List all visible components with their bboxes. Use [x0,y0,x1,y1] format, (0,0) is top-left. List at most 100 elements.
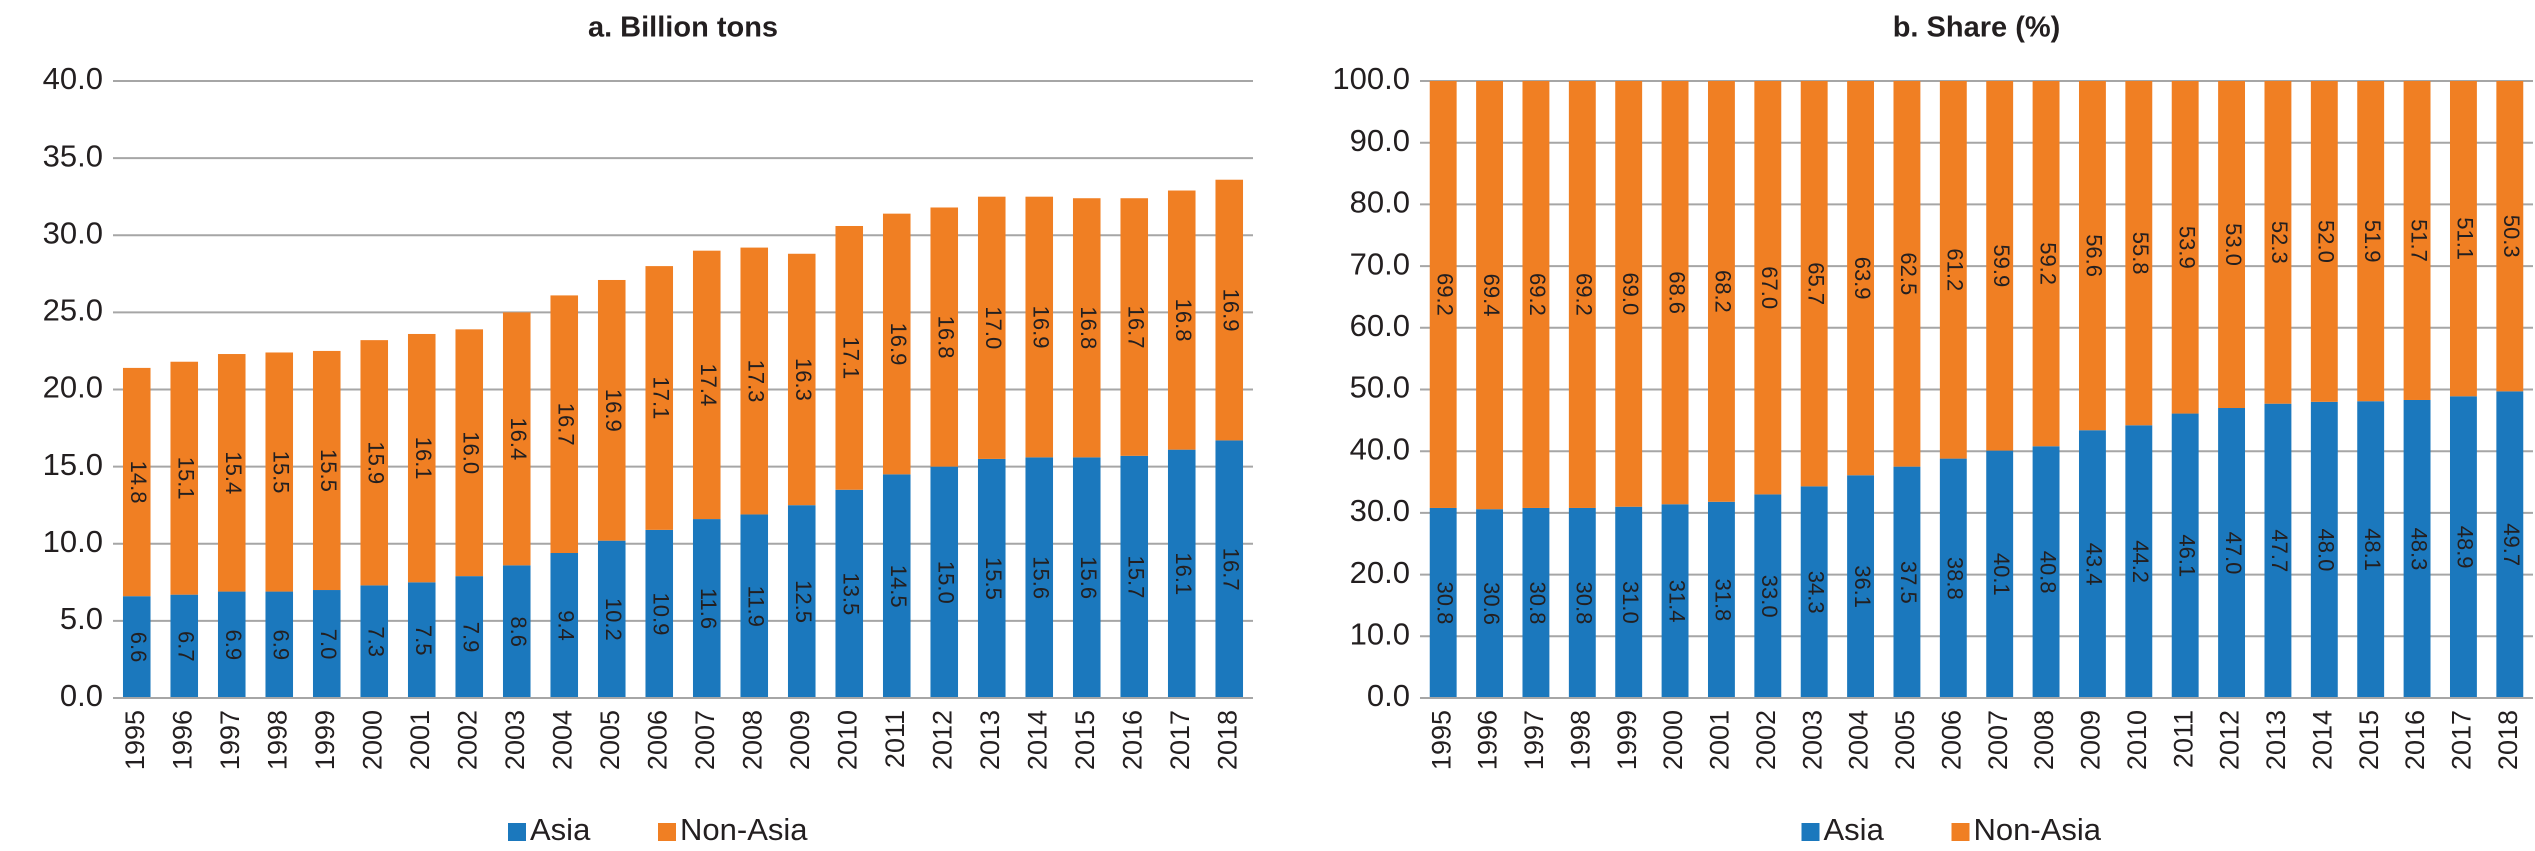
data-label: 13.5 [838,572,863,615]
x-tick-label: 2004 [547,710,577,770]
data-label: 15.5 [268,451,293,494]
x-tick-label: 2016 [1117,710,1147,770]
data-label: 15.6 [1076,556,1101,599]
x-tick-label: 2017 [1165,710,1195,770]
bar-segment [502,312,531,566]
data-label: 40.8 [2035,551,2060,594]
legend-swatch [508,823,526,841]
data-label: 16.3 [791,358,816,401]
x-tick-label: 1997 [215,710,245,770]
data-label: 30.8 [1572,582,1597,625]
data-label: 10.9 [648,593,673,636]
bar-segment [455,329,484,577]
data-label: 6.7 [173,631,198,662]
bar-segment [835,489,864,698]
x-tick-label: 2014 [2307,710,2337,770]
bar-segment [2032,446,2060,698]
data-label: 53.0 [2221,223,2246,266]
data-label: 40.1 [1989,553,2014,596]
data-label: 12.5 [791,580,816,623]
x-tick-label: 1995 [120,710,150,770]
bar-segment [1429,507,1457,698]
bar-segment [2264,403,2292,698]
bar-segment [2171,413,2199,698]
data-label: 16.9 [601,389,626,432]
data-label: 9.4 [553,610,578,641]
data-label: 8.6 [506,616,531,647]
x-tick-label: 2001 [405,710,435,770]
y-tick-label: 80.0 [1350,185,1410,220]
x-tick-label: 2015 [1070,710,1100,770]
bar-segment [1800,486,1828,698]
data-label: 47.0 [2221,532,2246,575]
data-label: 55.8 [2128,232,2153,275]
data-label: 15.5 [316,449,341,492]
data-label: 67.0 [1757,266,1782,309]
data-label: 16.8 [1171,299,1196,342]
bar-segment [1167,449,1196,698]
bar-segment [407,582,436,698]
y-tick-label: 0.0 [60,678,103,713]
data-label: 69.2 [1525,273,1550,316]
x-tick-label: 2016 [2400,710,2430,770]
legend-swatch [658,823,676,841]
bar-segment [1707,81,1735,502]
data-label: 37.5 [1896,561,1921,604]
x-tick-label: 1999 [310,710,340,770]
bar-segment [930,466,959,698]
data-label: 65.7 [1803,262,1828,305]
x-tick-label: 1998 [1565,710,1595,770]
data-label: 15.5 [981,557,1006,600]
bar-segment [312,350,341,591]
bar-segment [835,225,864,490]
x-tick-label: 2005 [595,710,625,770]
x-tick-label: 2009 [2076,710,2106,770]
data-label: 16.7 [553,403,578,446]
data-label: 16.0 [458,431,483,474]
bar-segment [2496,81,2524,392]
bar-segment [787,253,816,506]
data-label: 14.8 [126,461,151,504]
legend-swatch [1951,823,1970,841]
y-tick-label: 5.0 [60,601,103,636]
y-tick-label: 30.0 [1350,493,1410,528]
data-label: 17.1 [838,336,863,379]
bar-segment [2403,81,2431,400]
bar-segment [2357,401,2385,698]
data-label: 16.1 [411,437,436,480]
bar-segment [1754,81,1782,495]
x-tick-label: 2010 [2122,710,2152,770]
data-label: 43.4 [2082,543,2107,586]
bar-segment [407,333,436,583]
data-label: 16.4 [506,417,531,460]
bar-segment [977,196,1006,459]
bar-segment [1661,504,1689,698]
data-label: 50.3 [2499,215,2524,258]
data-label: 48.0 [2314,529,2339,572]
x-tick-label: 2010 [832,710,862,770]
bar-segment [2078,430,2106,698]
y-tick-label: 40.0 [1350,431,1410,466]
data-label: 7.0 [316,629,341,660]
bar-segment [2218,408,2246,698]
y-tick-label: 40.0 [43,61,103,96]
x-tick-label: 2003 [500,710,530,770]
bar-segment [1215,440,1244,698]
x-tick-label: 2014 [1022,710,1052,770]
bar-segment [882,213,911,475]
data-label: 63.9 [1850,257,1875,300]
bar-segment [645,529,674,698]
x-tick-label: 2007 [690,710,720,770]
bar-segment [455,576,484,698]
x-tick-label: 2002 [452,710,482,770]
data-label: 16.9 [886,323,911,366]
y-tick-label: 20.0 [1350,555,1410,590]
data-label: 16.8 [933,316,958,359]
bar-segment [692,519,721,698]
data-label: 51.7 [2406,219,2431,262]
data-label: 15.9 [363,441,388,484]
data-label: 10.2 [601,598,626,641]
bar-segment [1120,198,1149,456]
y-tick-label: 30.0 [43,215,103,250]
